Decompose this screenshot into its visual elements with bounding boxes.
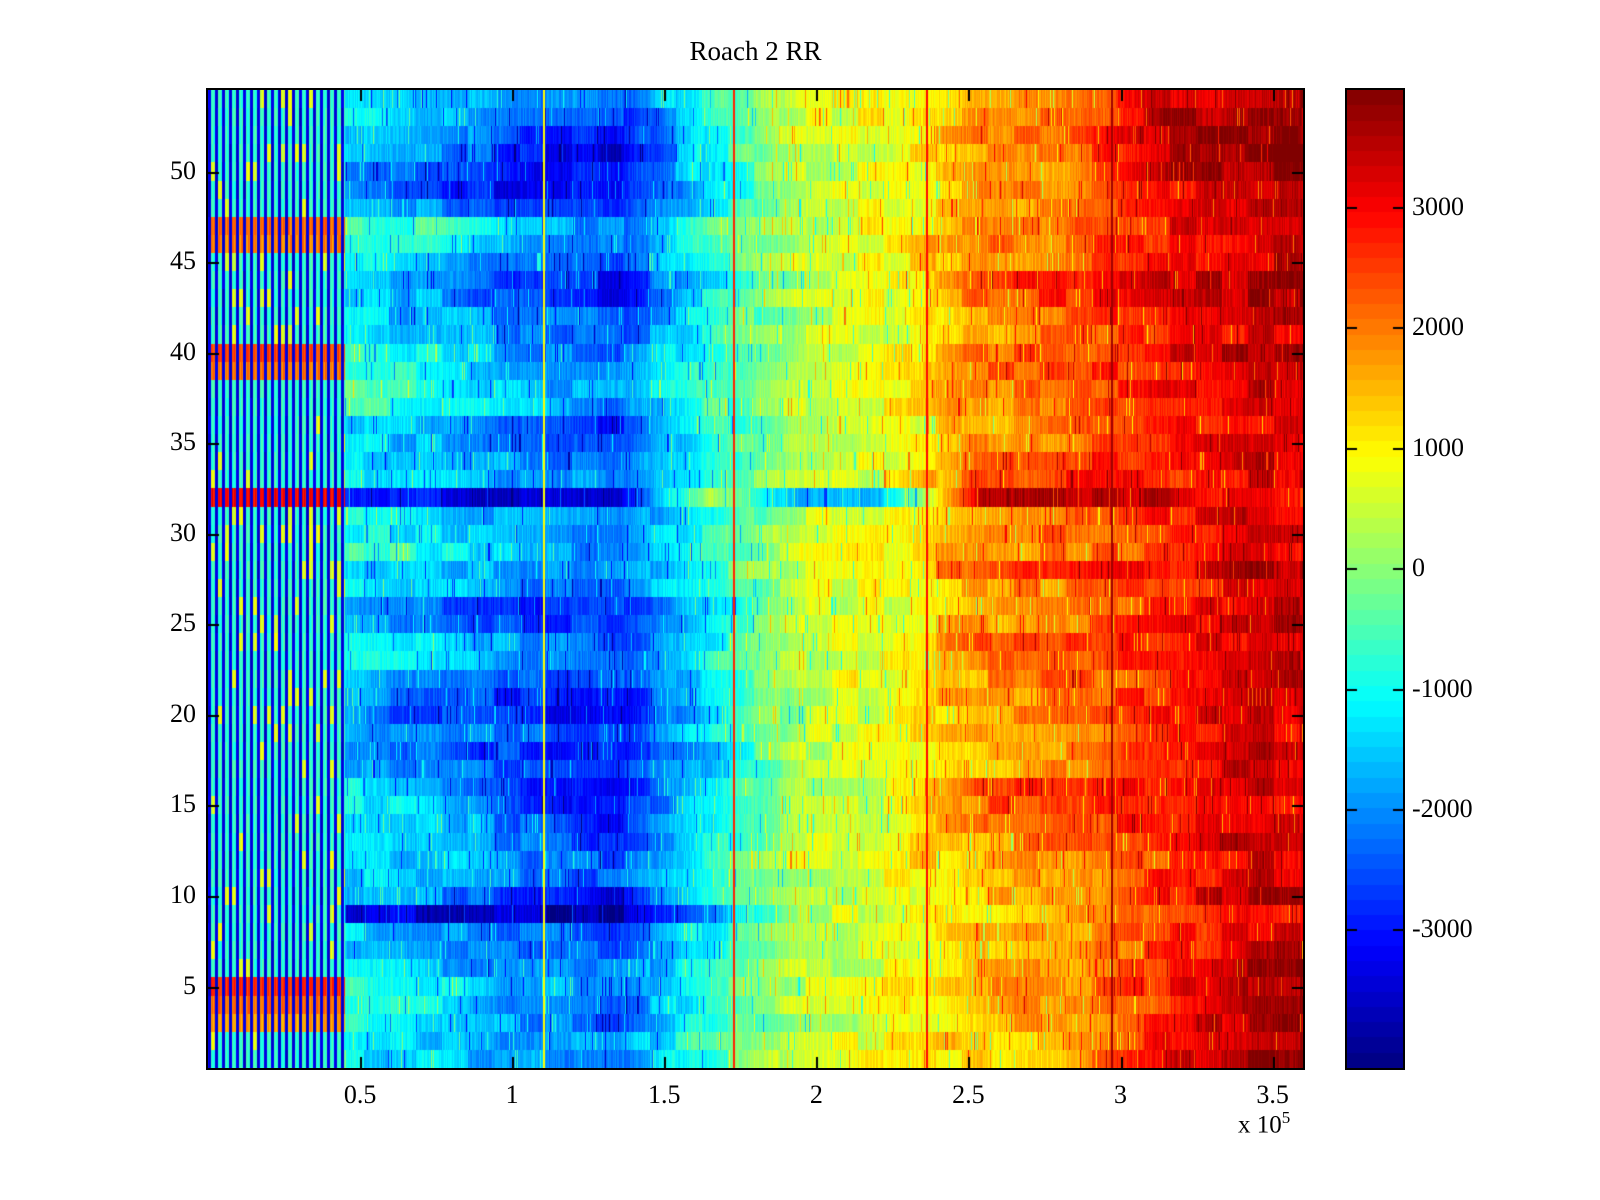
colorbar-tick-label: 3000 bbox=[1412, 191, 1464, 221]
x-tick-label: 1.5 bbox=[648, 1080, 681, 1109]
y-tick-label: 5 bbox=[183, 970, 196, 1000]
x-tick-label: 2 bbox=[809, 1080, 823, 1109]
y-tick-label: 40 bbox=[170, 336, 196, 366]
colorbar-tick-label: -1000 bbox=[1412, 673, 1473, 703]
y-tick-label: 50 bbox=[170, 155, 196, 185]
colorbar-tick-label: 2000 bbox=[1412, 312, 1464, 342]
colorbar-canvas bbox=[1347, 90, 1403, 1068]
x-tick-label: 0.5 bbox=[343, 1080, 377, 1109]
x-axis-exponent-base: x 10 bbox=[1238, 1111, 1282, 1139]
x-tick-label: 3 bbox=[1114, 1080, 1127, 1109]
y-tick-label: 35 bbox=[170, 426, 196, 456]
y-tick-label: 15 bbox=[170, 789, 196, 819]
x-tick-label: 1 bbox=[505, 1080, 519, 1109]
y-tick-label: 20 bbox=[170, 698, 196, 728]
colorbar-tick-label: -2000 bbox=[1412, 794, 1473, 824]
plot-title: Roach 2 RR bbox=[689, 36, 822, 66]
y-tick-label: 10 bbox=[170, 879, 196, 909]
colorbar-tick-label: -3000 bbox=[1412, 914, 1473, 944]
y-tick-label: 25 bbox=[170, 608, 196, 638]
y-tick-label: 30 bbox=[170, 517, 196, 547]
y-tick-label: 45 bbox=[170, 245, 196, 275]
heatmap-canvas bbox=[208, 90, 1303, 1068]
x-axis-exponent-label: x 105 bbox=[1238, 1108, 1290, 1139]
colorbar-tick-label: 0 bbox=[1412, 553, 1425, 583]
colorbar-tick-label: 1000 bbox=[1412, 432, 1464, 462]
x-tick-label: 3.5 bbox=[1256, 1080, 1289, 1109]
x-axis-exponent-power: 5 bbox=[1281, 1108, 1291, 1127]
x-tick-label: 2.5 bbox=[952, 1080, 985, 1109]
